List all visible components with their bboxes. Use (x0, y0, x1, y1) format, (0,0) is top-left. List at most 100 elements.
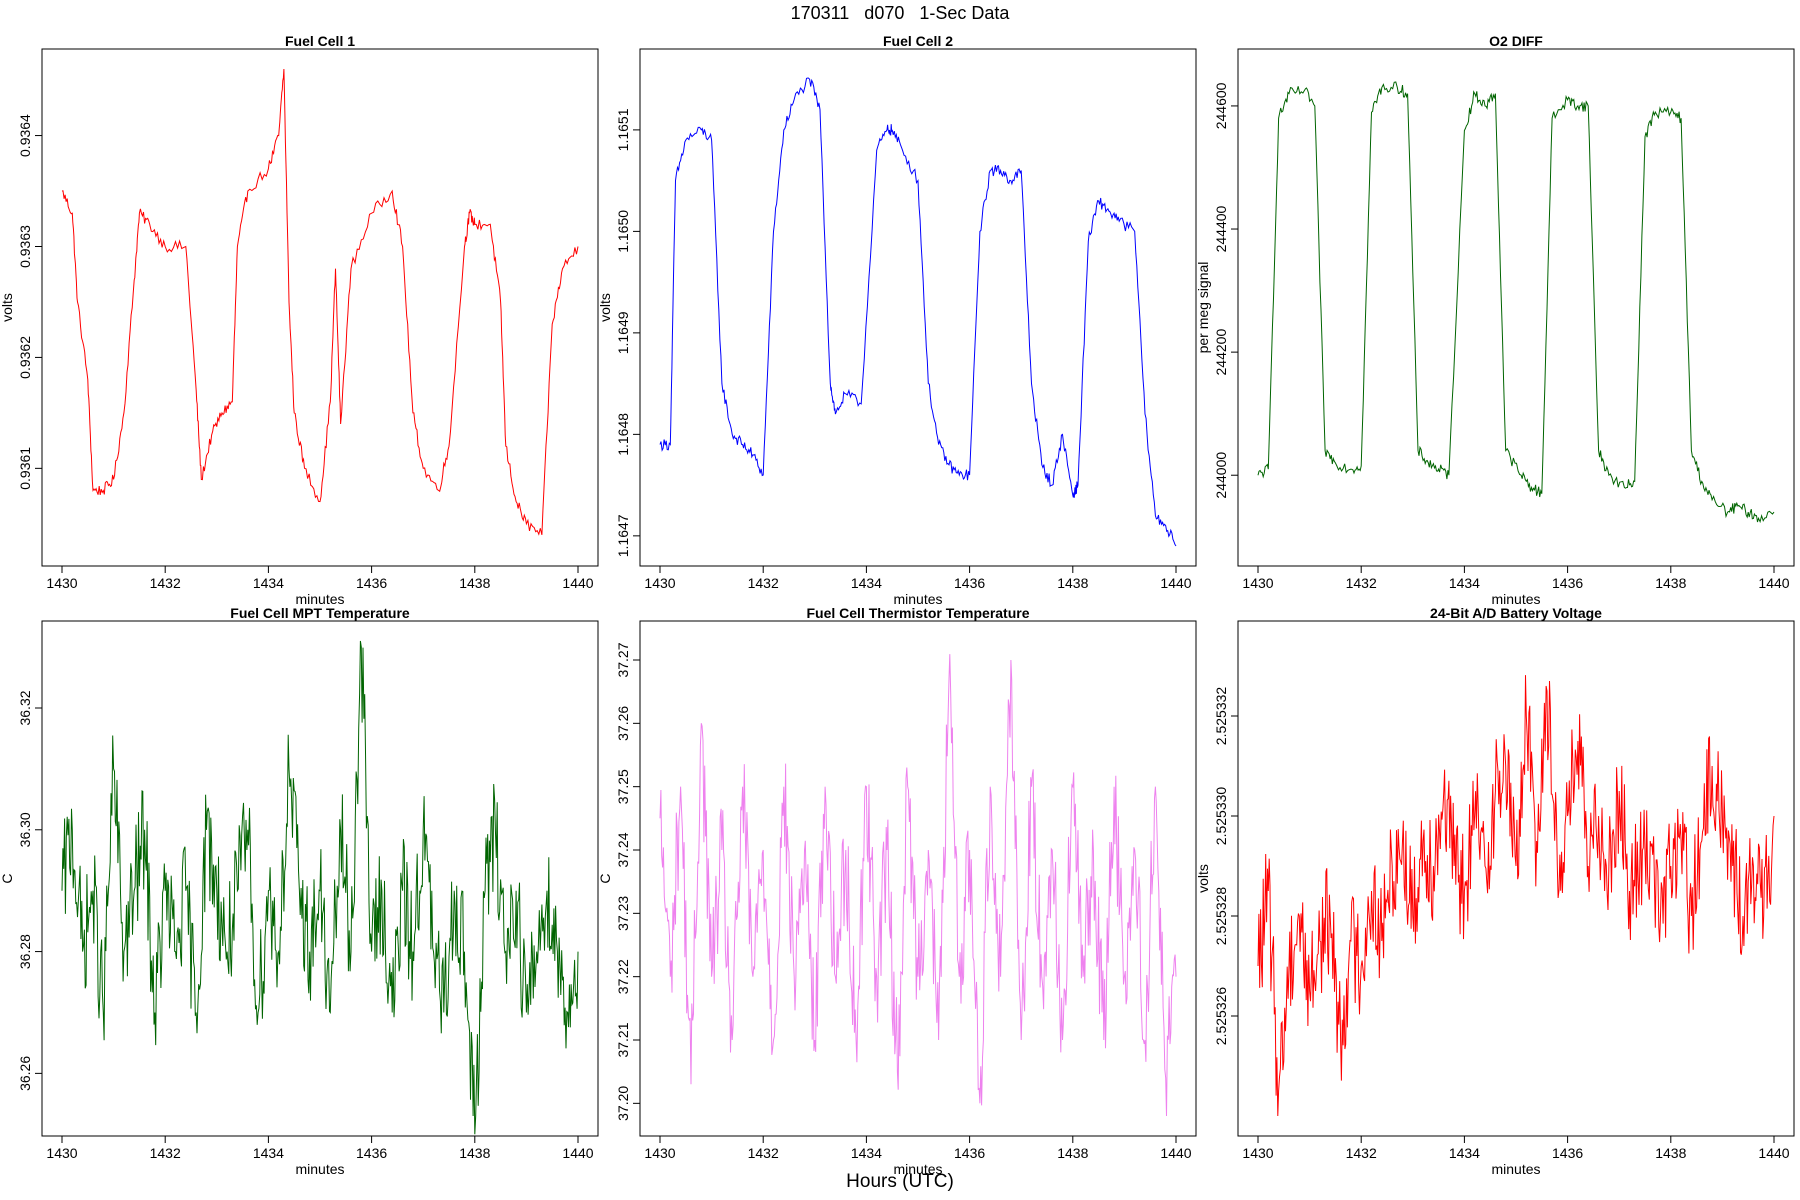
y-tick-label: 2.525332 (1213, 687, 1229, 746)
y-tick-label: 2.525326 (1213, 987, 1229, 1046)
x-tick-label: 1438 (459, 1145, 490, 1161)
y-axis-label: C (597, 873, 613, 883)
y-tick-label: 37.21 (615, 1022, 631, 1057)
x-tick-label: 1434 (253, 575, 284, 591)
y-tick-label: 37.27 (615, 642, 631, 677)
y-tick-label: 2.525330 (1213, 787, 1229, 846)
x-tick-label: 1438 (1057, 1145, 1088, 1161)
y-tick-label: 0.9364 (17, 114, 33, 157)
x-tick-label: 1434 (851, 575, 882, 591)
x-tick-label: 1436 (1552, 1145, 1583, 1161)
x-tick-label: 1430 (644, 1145, 675, 1161)
x-axis-label: minutes (295, 591, 344, 607)
y-tick-label: 0.9363 (17, 225, 33, 268)
chart-title: Fuel Cell 2 (883, 33, 953, 49)
x-tick-label: 1430 (1242, 1145, 1273, 1161)
x-axis-footer-label: Hours (UTC) (846, 1171, 954, 1192)
x-axis-label: minutes (295, 1161, 344, 1177)
plot-frame (1237, 48, 1795, 567)
y-tick-label: 0.9361 (17, 447, 33, 490)
x-tick-label: 1432 (1346, 575, 1377, 591)
y-tick-label: 37.20 (615, 1086, 631, 1121)
y-tick-label: 37.24 (615, 832, 631, 867)
x-tick-label: 1432 (748, 1145, 779, 1161)
x-tick-label: 1438 (1655, 1145, 1686, 1161)
y-tick-label: 1.1649 (615, 311, 631, 354)
x-tick-label: 1438 (1655, 575, 1686, 591)
x-tick-label: 1436 (356, 1145, 387, 1161)
x-tick-label: 1436 (954, 575, 985, 591)
chart-title: Fuel Cell 1 (285, 33, 355, 49)
series-line (659, 654, 1177, 1117)
x-tick-label: 1430 (1242, 575, 1273, 591)
y-tick-label: 1.1650 (615, 210, 631, 253)
chart-title: Fuel Cell MPT Temperature (230, 605, 410, 621)
x-tick-label: 1432 (150, 1145, 181, 1161)
x-axis-label: minutes (1491, 1161, 1540, 1177)
series-line (659, 77, 1177, 547)
y-tick-label: 244400 (1213, 205, 1229, 252)
x-tick-label: 1434 (1449, 1145, 1480, 1161)
y-tick-label: 36.30 (17, 812, 33, 847)
x-tick-label: 1436 (1552, 575, 1583, 591)
x-tick-label: 1436 (356, 575, 387, 591)
y-tick-label: 37.23 (615, 896, 631, 931)
x-tick-label: 1438 (459, 575, 490, 591)
x-tick-label: 1440 (1160, 575, 1191, 591)
y-axis-label: C (0, 873, 15, 883)
x-tick-label: 1436 (954, 1145, 985, 1161)
series-line (61, 68, 579, 536)
plot-frame (1237, 620, 1795, 1137)
x-tick-label: 1434 (253, 1145, 284, 1161)
y-tick-label: 36.32 (17, 690, 33, 725)
x-tick-label: 1432 (1346, 1145, 1377, 1161)
y-axis-label: volts (0, 293, 15, 322)
plot-frame (41, 48, 599, 567)
x-tick-label: 1438 (1057, 575, 1088, 591)
x-tick-label: 1430 (46, 1145, 77, 1161)
y-tick-label: 37.26 (615, 706, 631, 741)
x-tick-label: 1440 (1758, 575, 1789, 591)
x-axis-label: minutes (1491, 591, 1540, 607)
y-tick-label: 244000 (1213, 452, 1229, 499)
y-tick-label: 36.28 (17, 934, 33, 969)
y-tick-label: 37.22 (615, 959, 631, 994)
x-tick-label: 1430 (644, 575, 675, 591)
y-tick-label: 36.26 (17, 1056, 33, 1091)
y-tick-label: 0.9362 (17, 336, 33, 379)
x-tick-label: 1440 (562, 1145, 593, 1161)
x-tick-label: 1440 (1160, 1145, 1191, 1161)
y-tick-label: 1.1647 (615, 514, 631, 557)
y-tick-label: 37.25 (615, 769, 631, 804)
x-tick-label: 1432 (748, 575, 779, 591)
series-line (1257, 81, 1775, 524)
series-line (61, 640, 579, 1135)
x-tick-label: 1440 (562, 575, 593, 591)
y-axis-label: per meg signal (1195, 262, 1211, 354)
y-axis-label: volts (1195, 864, 1211, 893)
x-tick-label: 1434 (1449, 575, 1480, 591)
chart-title: O2 DIFF (1489, 33, 1543, 49)
plot-frame (639, 48, 1197, 567)
chart-title: 24-Bit A/D Battery Voltage (1430, 605, 1602, 621)
x-axis-label: minutes (893, 591, 942, 607)
y-tick-label: 244200 (1213, 329, 1229, 376)
x-tick-label: 1432 (150, 575, 181, 591)
y-axis-label: volts (597, 293, 613, 322)
plot-frame (639, 620, 1197, 1137)
x-axis-label: minutes (893, 1161, 942, 1177)
x-tick-label: 1430 (46, 575, 77, 591)
y-tick-label: 1.1648 (615, 413, 631, 456)
page-title: 170311 d070 1-Sec Data (790, 3, 1010, 23)
y-tick-label: 244600 (1213, 82, 1229, 129)
chart-title: Fuel Cell Thermistor Temperature (806, 605, 1029, 621)
x-tick-label: 1434 (851, 1145, 882, 1161)
y-tick-label: 1.1651 (615, 108, 631, 151)
y-tick-label: 2.525328 (1213, 887, 1229, 946)
